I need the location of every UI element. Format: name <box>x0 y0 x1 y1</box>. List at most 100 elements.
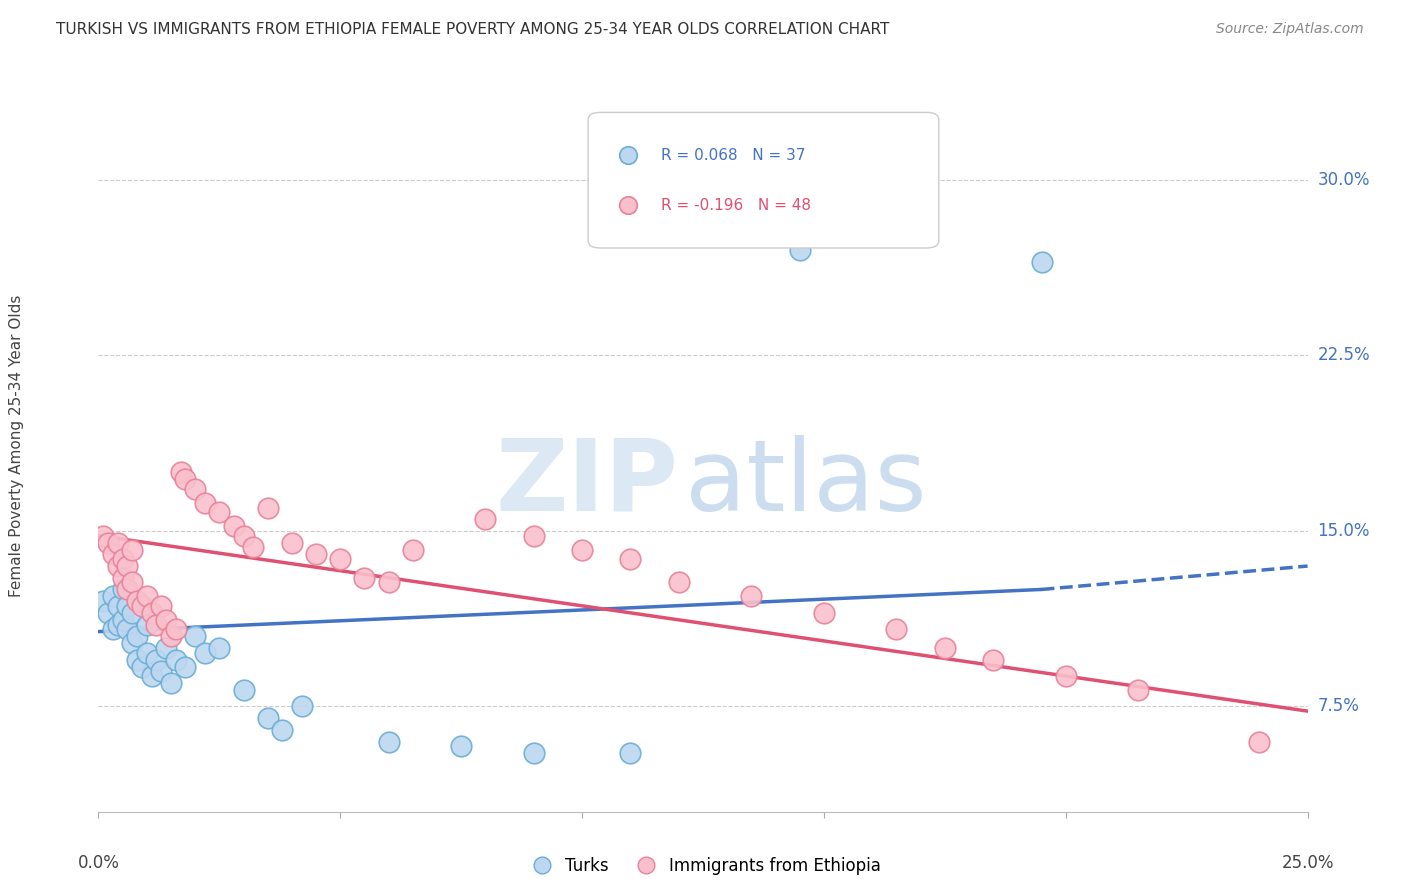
Point <box>101 622 124 636</box>
Point <box>174 659 197 673</box>
Text: atlas: atlas <box>685 435 927 532</box>
Point <box>934 640 956 655</box>
Point <box>208 505 231 519</box>
Legend: Turks, Immigrants from Ethiopia: Turks, Immigrants from Ethiopia <box>519 851 887 882</box>
Point <box>135 617 157 632</box>
Point <box>145 617 167 632</box>
Point <box>91 594 114 608</box>
Point <box>1054 669 1077 683</box>
Point <box>740 590 762 604</box>
Point <box>117 599 139 613</box>
Point <box>1031 255 1053 269</box>
Point <box>184 482 207 496</box>
Point <box>256 711 278 725</box>
Point <box>305 547 328 561</box>
Point <box>160 676 183 690</box>
Point <box>377 734 399 748</box>
Text: TURKISH VS IMMIGRANTS FROM ETHIOPIA FEMALE POVERTY AMONG 25-34 YEAR OLDS CORRELA: TURKISH VS IMMIGRANTS FROM ETHIOPIA FEMA… <box>56 22 890 37</box>
Point <box>184 629 207 643</box>
Point <box>242 541 264 555</box>
Point <box>377 575 399 590</box>
Point <box>127 594 149 608</box>
Point <box>450 739 472 754</box>
Text: 22.5%: 22.5% <box>1317 346 1369 365</box>
Point <box>281 535 304 549</box>
Point <box>107 559 129 574</box>
Point <box>131 659 153 673</box>
Point <box>474 512 496 526</box>
Point <box>91 528 114 542</box>
Point <box>619 552 641 566</box>
Text: Female Poverty Among 25-34 Year Olds: Female Poverty Among 25-34 Year Olds <box>10 295 24 597</box>
Point <box>107 617 129 632</box>
Point <box>111 582 134 597</box>
Point <box>131 599 153 613</box>
Point <box>117 622 139 636</box>
Point <box>174 473 197 487</box>
Point <box>135 646 157 660</box>
Point <box>886 622 908 636</box>
Text: 7.5%: 7.5% <box>1317 698 1360 715</box>
Text: 0.0%: 0.0% <box>77 854 120 871</box>
Point <box>121 606 143 620</box>
Point <box>97 535 120 549</box>
Point <box>165 653 187 667</box>
Point <box>232 528 254 542</box>
Point <box>111 552 134 566</box>
Point <box>107 599 129 613</box>
Point <box>571 542 593 557</box>
Point <box>1249 734 1271 748</box>
Point <box>160 629 183 643</box>
Point <box>101 590 124 604</box>
Point <box>141 606 163 620</box>
Point <box>107 535 129 549</box>
Point <box>97 606 120 620</box>
Point <box>111 613 134 627</box>
Point <box>155 613 177 627</box>
Point <box>141 669 163 683</box>
Point <box>194 646 217 660</box>
Point <box>329 552 352 566</box>
Point <box>150 665 173 679</box>
Point <box>169 466 191 480</box>
Text: 15.0%: 15.0% <box>1317 522 1369 540</box>
Point <box>121 542 143 557</box>
Point <box>111 571 134 585</box>
Text: 30.0%: 30.0% <box>1317 171 1369 189</box>
Point <box>222 519 245 533</box>
Point <box>121 575 143 590</box>
Text: R = -0.196   N = 48: R = -0.196 N = 48 <box>661 198 811 212</box>
Point <box>117 582 139 597</box>
Point <box>117 559 139 574</box>
Point <box>619 746 641 760</box>
Point <box>121 636 143 650</box>
Text: 25.0%: 25.0% <box>1281 854 1334 871</box>
Text: R = 0.068   N = 37: R = 0.068 N = 37 <box>661 148 806 162</box>
Point <box>271 723 294 737</box>
Point <box>523 528 546 542</box>
Point <box>194 496 217 510</box>
Point <box>101 547 124 561</box>
Point <box>813 606 835 620</box>
Point <box>165 622 187 636</box>
Point <box>1128 683 1150 698</box>
Point <box>232 683 254 698</box>
Point <box>256 500 278 515</box>
Point <box>353 571 375 585</box>
Point <box>290 699 312 714</box>
Point <box>145 653 167 667</box>
Point <box>150 599 173 613</box>
Text: ZIP: ZIP <box>496 435 679 532</box>
Point <box>981 653 1004 667</box>
Point <box>523 746 546 760</box>
Point <box>208 640 231 655</box>
Point <box>668 575 690 590</box>
Point <box>789 243 811 257</box>
Point <box>127 629 149 643</box>
Point <box>155 640 177 655</box>
FancyBboxPatch shape <box>588 112 939 248</box>
Text: Source: ZipAtlas.com: Source: ZipAtlas.com <box>1216 22 1364 37</box>
Point <box>402 542 425 557</box>
Point <box>127 653 149 667</box>
Point <box>135 590 157 604</box>
